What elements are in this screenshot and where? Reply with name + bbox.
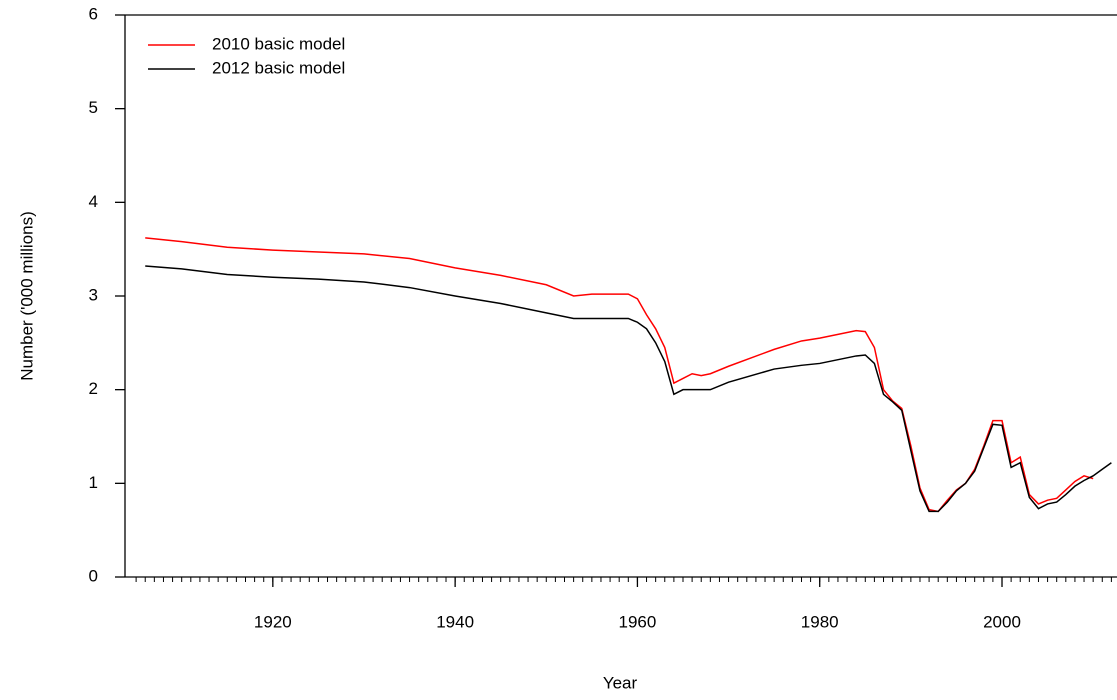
y-tick-label: 0 <box>89 566 98 585</box>
y-tick-label: 4 <box>89 192 98 211</box>
x-axis-label: Year <box>603 673 638 692</box>
legend-label: 2012 basic model <box>212 58 345 77</box>
y-tick-label: 5 <box>89 98 98 117</box>
y-tick-label: 1 <box>89 473 98 492</box>
y-axis-label: Number ('000 millions) <box>17 211 36 381</box>
x-tick-label: 1940 <box>436 612 474 631</box>
y-tick-label: 6 <box>89 4 98 23</box>
x-tick-label: 1920 <box>254 612 292 631</box>
data-line <box>145 237 1094 513</box>
x-tick-label: 1980 <box>801 612 839 631</box>
y-tick-label: 3 <box>89 285 98 304</box>
y-tick-label: 2 <box>89 379 98 398</box>
legend-label: 2010 basic model <box>212 34 345 53</box>
x-tick-label: 2000 <box>983 612 1021 631</box>
data-line <box>145 265 1112 513</box>
x-tick-label: 1960 <box>619 612 657 631</box>
